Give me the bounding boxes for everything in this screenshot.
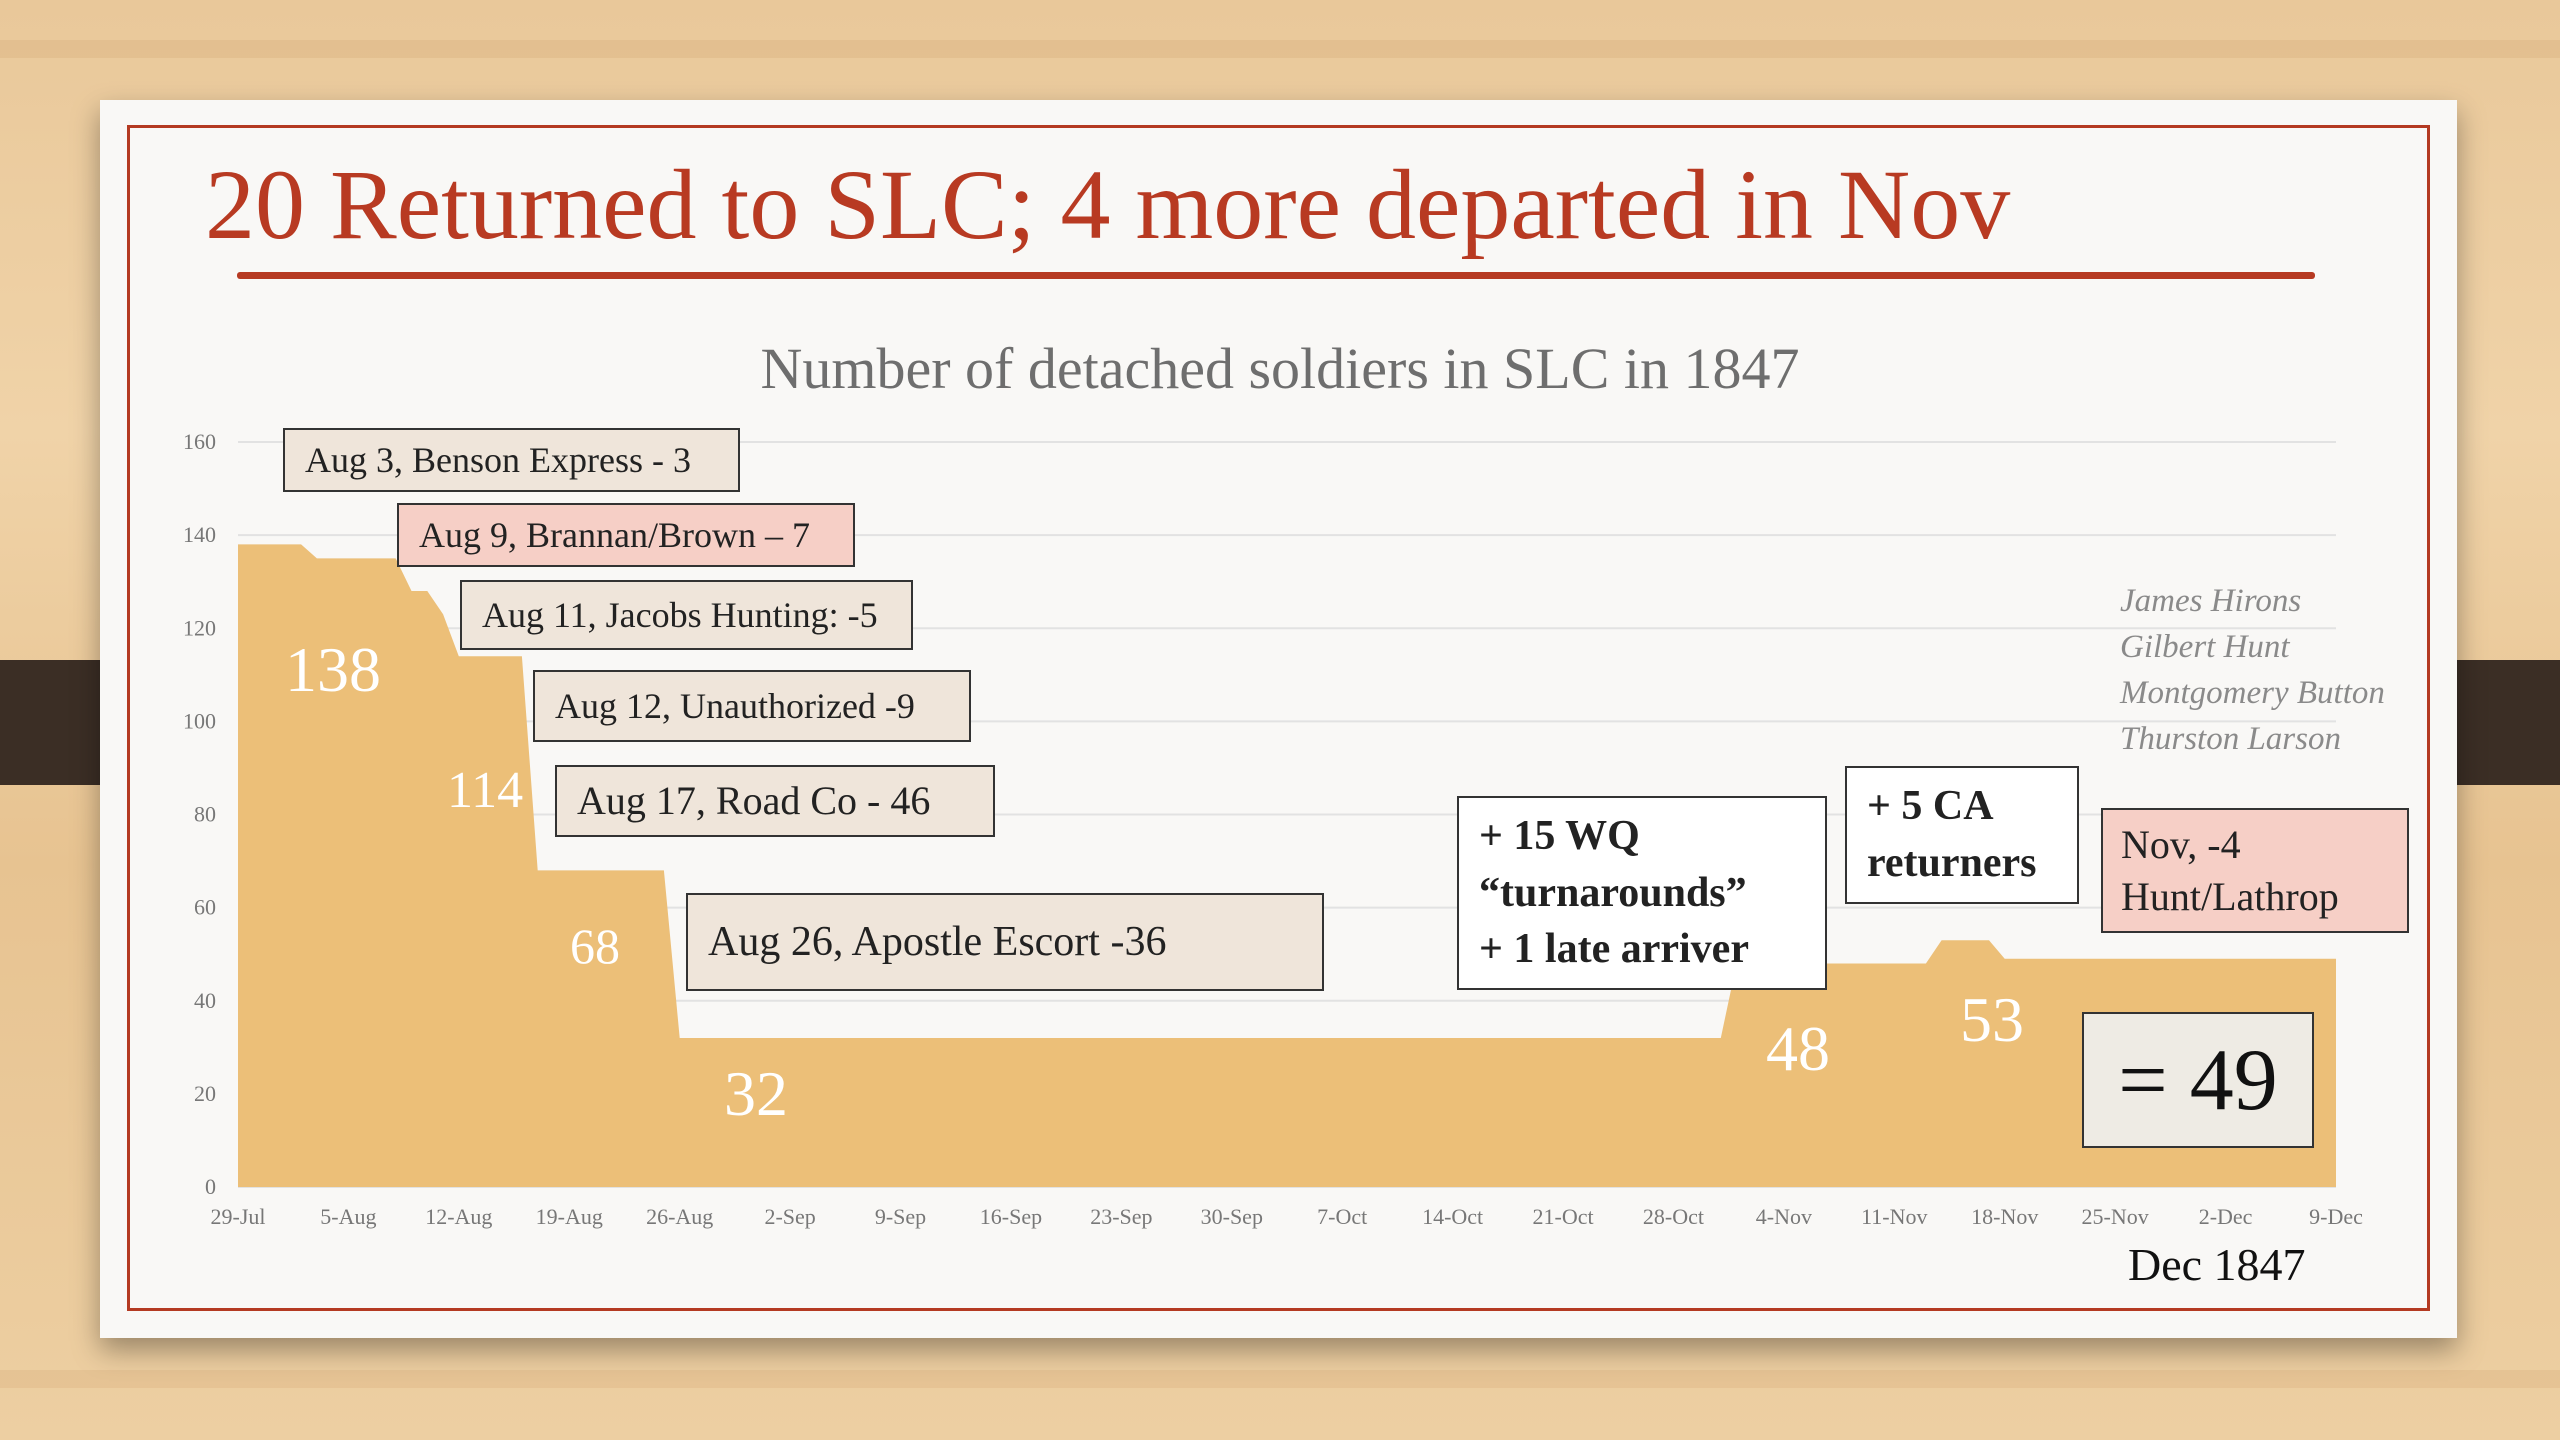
x-tick-label: 14-Oct	[1422, 1204, 1483, 1229]
name-item: James Hirons	[2120, 583, 2302, 619]
x-tick-label: 4-Nov	[1756, 1204, 1812, 1229]
value-label-32: 32	[724, 1058, 788, 1129]
y-tick-label: 100	[183, 708, 216, 733]
callout-ca-returners: + 5 CA returners	[1845, 766, 2079, 904]
value-label-53: 53	[1960, 984, 2024, 1055]
callout-nov-hunt-lathrop: Nov, -4 Hunt/Lathrop	[2101, 808, 2409, 933]
x-tick-label: 7-Oct	[1317, 1204, 1367, 1229]
x-tick-label: 9-Sep	[875, 1204, 926, 1229]
y-tick-label: 160	[183, 429, 216, 454]
names-list: James Hirons Gilbert Hunt Montgomery But…	[2120, 578, 2385, 762]
x-tick-label: 5-Aug	[320, 1204, 376, 1229]
x-tick-label: 12-Aug	[425, 1204, 492, 1229]
x-tick-label: 25-Nov	[2082, 1204, 2149, 1229]
y-tick-labels: 0 20 40 60 80 100 120 140 160	[183, 429, 216, 1199]
callout-unauthorized: Aug 12, Unauthorized -9	[533, 670, 971, 742]
callout-brannan-brown: Aug 9, Brannan/Brown – 7	[397, 503, 855, 567]
callout-jacobs-hunting: Aug 11, Jacobs Hunting: -5	[460, 580, 913, 650]
x-tick-label: 11-Nov	[1861, 1204, 1927, 1229]
x-tick-label: 19-Aug	[536, 1204, 603, 1229]
x-tick-label: 23-Sep	[1090, 1204, 1152, 1229]
date-label: Dec 1847	[2128, 1239, 2306, 1290]
name-item: Thurston Larson	[2120, 721, 2341, 757]
value-label-68: 68	[570, 918, 620, 974]
callout-road-co: Aug 17, Road Co - 46	[555, 765, 995, 837]
total-box: = 49	[2082, 1012, 2314, 1148]
area-series	[238, 544, 2336, 1187]
x-tick-label: 30-Sep	[1201, 1204, 1263, 1229]
y-tick-label: 0	[205, 1174, 216, 1199]
value-label-114: 114	[447, 762, 524, 819]
name-item: Gilbert Hunt	[2120, 629, 2290, 665]
x-tick-label: 9-Dec	[2309, 1204, 2363, 1229]
x-tick-label: 26-Aug	[646, 1204, 713, 1229]
y-tick-label: 60	[194, 895, 216, 920]
x-tick-label: 29-Jul	[211, 1204, 266, 1229]
slide-frame	[127, 125, 2430, 1311]
x-tick-labels: 29-Jul 5-Aug 12-Aug 19-Aug 26-Aug 2-Sep 9-Sep 1…	[211, 1204, 2364, 1229]
callout-apostle-escort: Aug 26, Apostle Escort -36	[686, 893, 1324, 991]
value-label-48: 48	[1766, 1013, 1830, 1084]
x-tick-label: 18-Nov	[1971, 1204, 2038, 1229]
chart-title: Number of detached soldiers in SLC in 18…	[760, 336, 1800, 401]
y-tick-label: 80	[194, 802, 216, 827]
value-label-138: 138	[285, 634, 381, 705]
x-tick-label: 16-Sep	[980, 1204, 1042, 1229]
x-tick-label: 28-Oct	[1643, 1204, 1704, 1229]
area-fill	[238, 544, 2336, 1187]
callout-benson-express: Aug 3, Benson Express - 3	[283, 428, 740, 492]
y-tick-label: 40	[194, 988, 216, 1013]
y-tick-label: 120	[183, 615, 216, 640]
callout-wq-turnarounds: + 15 WQ “turnarounds” + 1 late arriver	[1457, 796, 1827, 990]
slide-title: 20 Returned to SLC; 4 more departed in N…	[205, 149, 2011, 260]
y-tick-label: 20	[194, 1081, 216, 1106]
name-item: Montgomery Button	[2120, 675, 2385, 711]
x-tick-label: 21-Oct	[1533, 1204, 1594, 1229]
title-underline	[237, 272, 2315, 279]
x-tick-label: 2-Sep	[764, 1204, 815, 1229]
y-tick-label: 140	[183, 522, 216, 547]
x-tick-label: 2-Dec	[2199, 1204, 2253, 1229]
